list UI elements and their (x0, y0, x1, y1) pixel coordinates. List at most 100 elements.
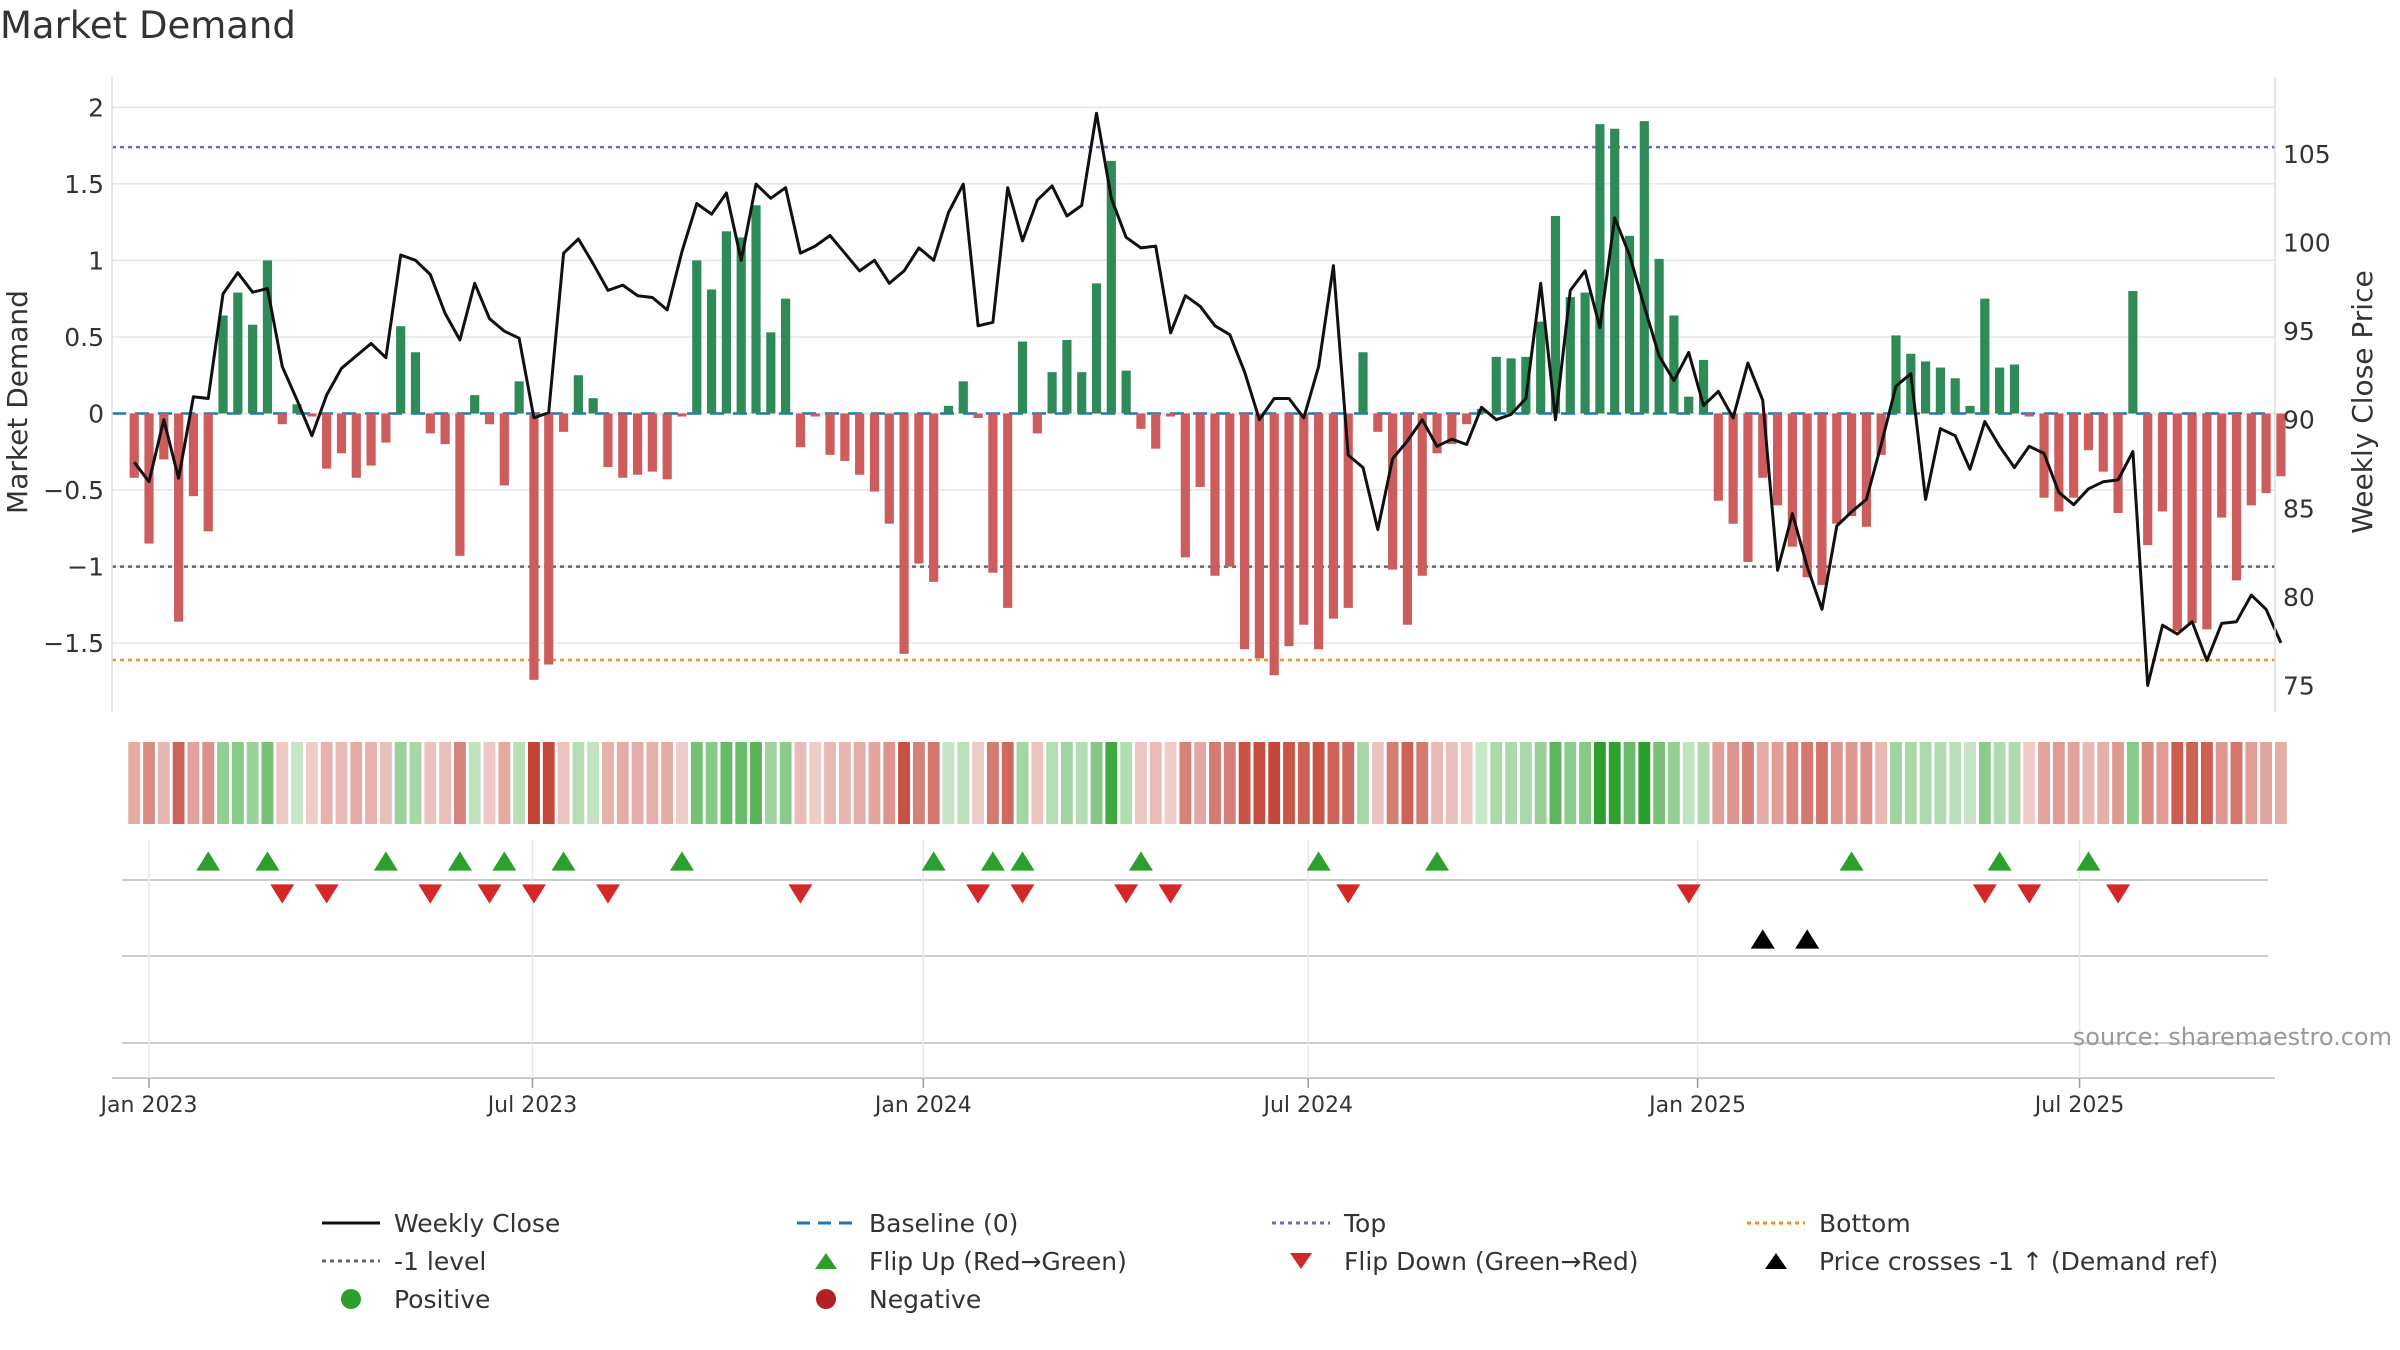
legend-symbol-close (322, 1221, 380, 1225)
legend-item-baseline: Baseline (0) (795, 1205, 1018, 1241)
demand-bar (366, 413, 376, 466)
heat-cell (1786, 742, 1799, 824)
demand-bar (973, 413, 983, 419)
heat-cell (1283, 742, 1295, 824)
demand-bar (159, 413, 169, 460)
demand-bar (396, 326, 406, 414)
heat-cell (350, 742, 363, 824)
heat-cell (1534, 742, 1547, 824)
demand-bar (2009, 364, 2020, 414)
x-tick-label: Jul 2024 (1261, 1093, 1353, 1118)
heat-cell (1312, 742, 1325, 824)
flip-down-marker (595, 884, 620, 904)
demand-bar (855, 413, 865, 475)
heat-cell (1401, 742, 1414, 824)
demand-bar (810, 413, 820, 417)
y2-tick-label: 80 (2283, 583, 2315, 612)
demand-bar (2172, 413, 2182, 631)
flip-down-marker (418, 884, 443, 904)
demand-bar (1787, 413, 1797, 547)
flip-up-marker (1425, 851, 1450, 871)
demand-bar (884, 413, 894, 524)
demand-bar (1195, 413, 1205, 487)
demand-bar (1935, 367, 1945, 414)
flip-up-marker (1128, 851, 1153, 871)
heat-cell (2141, 742, 2154, 824)
heat-cell (1816, 742, 1828, 824)
heat-cell (2200, 742, 2213, 824)
flip-down-marker (966, 884, 991, 904)
demand-bar (603, 413, 613, 468)
price-cross-marker (1750, 929, 1775, 949)
demand-bar (1639, 121, 1649, 414)
heat-cell (1268, 742, 1281, 824)
heat-cell (750, 742, 762, 824)
heat-cell (1904, 742, 1917, 824)
flip-down-marker (314, 884, 339, 904)
flip-up-marker (921, 851, 946, 871)
heat-cell (1890, 742, 1902, 824)
heat-cell (1919, 742, 1932, 824)
demand-bar (558, 413, 569, 432)
heat-cell (616, 742, 629, 824)
heat-cell (1727, 742, 1740, 824)
legend-item-minus1: -1 level (320, 1243, 486, 1279)
heat-cell (1016, 742, 1029, 824)
heat-cell (705, 742, 718, 824)
flip-up-marker (492, 851, 517, 871)
demand-bar (1343, 413, 1353, 608)
demand-bar (322, 413, 332, 469)
demand-bar (1136, 413, 1146, 429)
flip-up-marker (373, 851, 398, 871)
heat-cell (1801, 742, 1814, 824)
demand-bar (1121, 370, 1131, 414)
demand-bar (1417, 413, 1427, 576)
heat-cell (1964, 742, 1976, 824)
legend-item-flip_up: Flip Up (Red→Green) (795, 1243, 1127, 1279)
demand-bar (929, 413, 939, 582)
heat-strip (128, 742, 2287, 824)
legend-symbol-top (1272, 1221, 1330, 1225)
demand-bar (1388, 413, 1398, 570)
demand-bar (2024, 413, 2034, 417)
demand-bar (1091, 283, 1102, 414)
heat-cell (1653, 742, 1666, 824)
heat-cell (1223, 742, 1236, 824)
heat-cell (157, 742, 170, 824)
heat-cell (1949, 742, 1962, 824)
flip-up-marker (551, 851, 576, 871)
demand-bar (188, 413, 199, 497)
demand-bar (1521, 356, 1531, 414)
legend-label: Flip Up (Red→Green) (869, 1246, 1127, 1276)
heat-cell (1875, 742, 1888, 824)
demand-bar (203, 413, 213, 532)
demand-bar (766, 332, 776, 414)
heat-cell (2097, 742, 2110, 824)
legend-label: -1 level (394, 1246, 487, 1276)
demand-bar (277, 413, 287, 425)
legend-label: Flip Down (Green→Red) (1344, 1246, 1639, 1276)
flip-down-marker (1114, 884, 1139, 904)
demand-bar (218, 315, 228, 414)
legend-item-top: Top (1270, 1205, 1386, 1241)
demand-bar (1965, 405, 1975, 414)
demand-bar (514, 381, 524, 414)
heat-cell (572, 742, 585, 824)
heat-cell (1075, 742, 1088, 824)
heat-cell (1934, 742, 1947, 824)
flip-up-marker (447, 851, 472, 871)
heat-cell (320, 742, 333, 824)
demand-bar (233, 292, 243, 414)
demand-bar (1684, 396, 1694, 414)
flip-down-marker (1336, 884, 1361, 904)
heat-cell (779, 742, 792, 824)
demand-bar (499, 413, 509, 486)
flip-down-marker (1010, 884, 1035, 904)
demand-bar (1462, 413, 1472, 425)
demand-bar (647, 413, 657, 472)
legend-circle (341, 1289, 361, 1309)
y-tick-label: 1.5 (64, 170, 104, 199)
heat-cell (1682, 742, 1695, 824)
demand-bar (1891, 335, 1901, 414)
y-tick-label: 0.5 (64, 323, 104, 352)
